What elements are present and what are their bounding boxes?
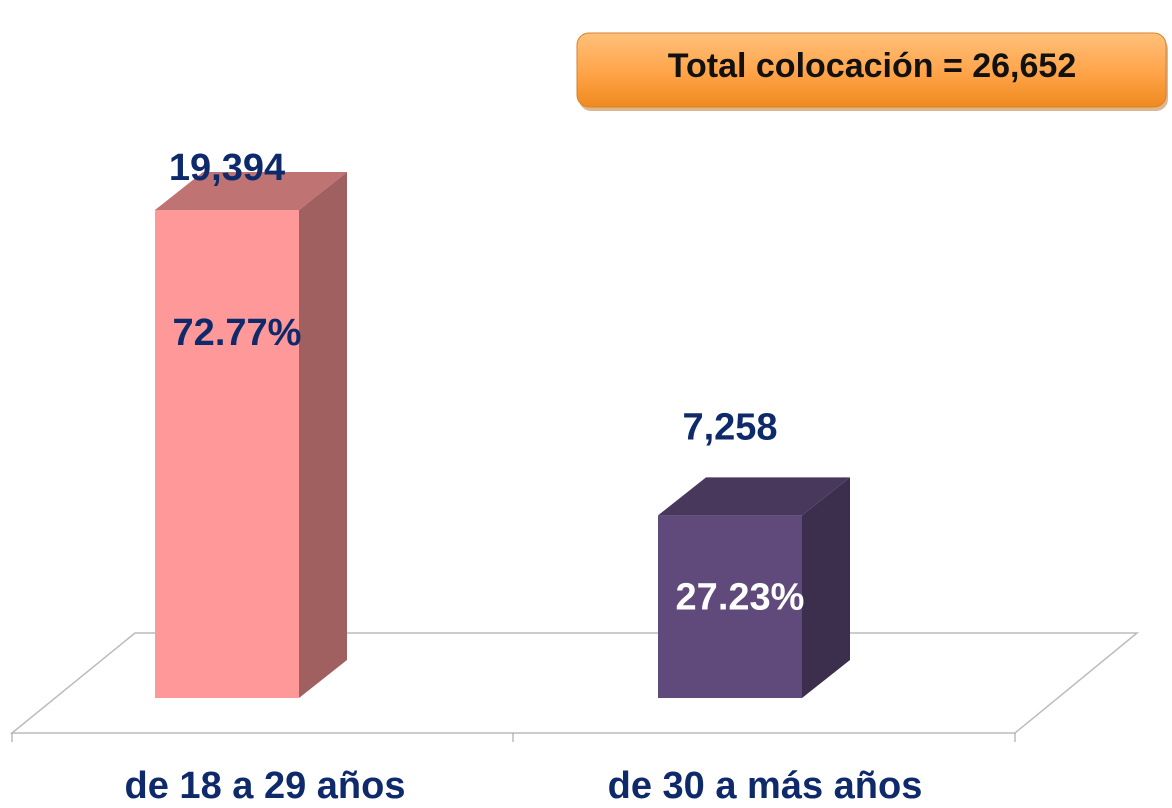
bar-top <box>155 172 347 211</box>
bar-top <box>658 477 850 516</box>
annotation-box <box>576 32 1167 108</box>
bar-front <box>155 210 299 698</box>
x-tick-label: de 18 a 29 años <box>125 765 406 807</box>
annotation: Total colocación = 26,652 <box>668 47 1076 85</box>
bar <box>155 172 347 698</box>
share-label: 27.23% <box>676 576 805 618</box>
bar-front <box>658 515 802 698</box>
value-label: 7,258 <box>682 406 777 448</box>
x-tick-label: de 30 a más años <box>608 765 923 807</box>
bar-side <box>299 172 347 698</box>
floor <box>9 632 1140 734</box>
value-label: 19,394 <box>169 147 285 189</box>
share-label: 72.77% <box>173 312 302 354</box>
bar-side <box>802 477 850 698</box>
bar <box>658 477 850 698</box>
